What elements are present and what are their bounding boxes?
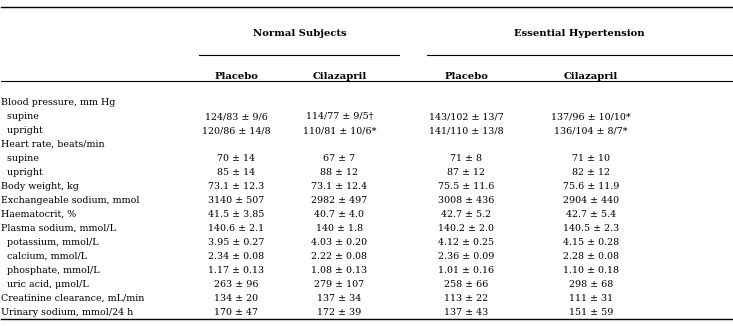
Text: Cilazapril: Cilazapril	[312, 72, 366, 82]
Text: phosphate, mmol/L: phosphate, mmol/L	[1, 266, 100, 275]
Text: upright: upright	[1, 168, 43, 177]
Text: Plasma sodium, mmol/L: Plasma sodium, mmol/L	[1, 224, 117, 233]
Text: 1.17 ± 0.13: 1.17 ± 0.13	[208, 266, 264, 275]
Text: 4.03 ± 0.20: 4.03 ± 0.20	[312, 238, 367, 247]
Text: 151 ± 59: 151 ± 59	[569, 308, 613, 317]
Text: Creatinine clearance, mL/min: Creatinine clearance, mL/min	[1, 294, 145, 303]
Text: 87 ± 12: 87 ± 12	[447, 168, 485, 177]
Text: uric acid, μmol/L: uric acid, μmol/L	[1, 280, 89, 289]
Text: 172 ± 39: 172 ± 39	[317, 308, 361, 317]
Text: 75.6 ± 11.9: 75.6 ± 11.9	[563, 182, 619, 191]
Text: supine: supine	[1, 154, 40, 163]
Text: 137 ± 34: 137 ± 34	[317, 294, 361, 303]
Text: 124/83 ± 9/6: 124/83 ± 9/6	[205, 112, 268, 121]
Text: 141/110 ± 13/8: 141/110 ± 13/8	[429, 126, 504, 135]
Text: 2982 ± 497: 2982 ± 497	[312, 196, 367, 205]
Text: calcium, mmol/L: calcium, mmol/L	[1, 252, 87, 261]
Text: Haematocrit, %: Haematocrit, %	[1, 210, 77, 219]
Text: Placebo: Placebo	[444, 72, 488, 82]
Text: 136/104 ± 8/7*: 136/104 ± 8/7*	[554, 126, 627, 135]
Text: Normal Subjects: Normal Subjects	[253, 29, 346, 37]
Text: upright: upright	[1, 126, 43, 135]
Text: 170 ± 47: 170 ± 47	[214, 308, 258, 317]
Text: 4.15 ± 0.28: 4.15 ± 0.28	[563, 238, 619, 247]
Text: 2.28 ± 0.08: 2.28 ± 0.08	[563, 252, 619, 261]
Text: 71 ± 8: 71 ± 8	[450, 154, 482, 163]
Text: Placebo: Placebo	[214, 72, 258, 82]
Text: 110/81 ± 10/6*: 110/81 ± 10/6*	[303, 126, 376, 135]
Text: Blood pressure, mm Hg: Blood pressure, mm Hg	[1, 98, 116, 107]
Text: 258 ± 66: 258 ± 66	[444, 280, 488, 289]
Text: 140.2 ± 2.0: 140.2 ± 2.0	[438, 224, 494, 233]
Text: 2.36 ± 0.09: 2.36 ± 0.09	[438, 252, 494, 261]
Text: 111 ± 31: 111 ± 31	[569, 294, 613, 303]
Text: Body weight, kg: Body weight, kg	[1, 182, 79, 191]
Text: 279 ± 107: 279 ± 107	[314, 280, 364, 289]
Text: Heart rate, beats/min: Heart rate, beats/min	[1, 140, 105, 149]
Text: 143/102 ± 13/7: 143/102 ± 13/7	[429, 112, 504, 121]
Text: 4.12 ± 0.25: 4.12 ± 0.25	[438, 238, 494, 247]
Text: 113 ± 22: 113 ± 22	[444, 294, 488, 303]
Text: 120/86 ± 14/8: 120/86 ± 14/8	[202, 126, 270, 135]
Text: 2.34 ± 0.08: 2.34 ± 0.08	[208, 252, 264, 261]
Text: potassium, mmol/L: potassium, mmol/L	[1, 238, 99, 247]
Text: 40.7 ± 4.0: 40.7 ± 4.0	[314, 210, 364, 219]
Text: 2904 ± 440: 2904 ± 440	[563, 196, 619, 205]
Text: supine: supine	[1, 112, 40, 121]
Text: 42.7 ± 5.4: 42.7 ± 5.4	[566, 210, 616, 219]
Text: 3008 ± 436: 3008 ± 436	[438, 196, 494, 205]
Text: 298 ± 68: 298 ± 68	[569, 280, 613, 289]
Text: 42.7 ± 5.2: 42.7 ± 5.2	[441, 210, 491, 219]
Text: Cilazapril: Cilazapril	[564, 72, 618, 82]
Text: 134 ± 20: 134 ± 20	[214, 294, 258, 303]
Text: 73.1 ± 12.4: 73.1 ± 12.4	[312, 182, 367, 191]
Text: Exchangeable sodium, mmol: Exchangeable sodium, mmol	[1, 196, 140, 205]
Text: 41.5 ± 3.85: 41.5 ± 3.85	[208, 210, 264, 219]
Text: 1.01 ± 0.16: 1.01 ± 0.16	[438, 266, 494, 275]
Text: 88 ± 12: 88 ± 12	[320, 168, 358, 177]
Text: 3140 ± 507: 3140 ± 507	[208, 196, 264, 205]
Text: 1.10 ± 0.18: 1.10 ± 0.18	[563, 266, 619, 275]
Text: 73.1 ± 12.3: 73.1 ± 12.3	[208, 182, 264, 191]
Text: 140.5 ± 2.3: 140.5 ± 2.3	[563, 224, 619, 233]
Text: 82 ± 12: 82 ± 12	[572, 168, 610, 177]
Text: 3.95 ± 0.27: 3.95 ± 0.27	[208, 238, 264, 247]
Text: 85 ± 14: 85 ± 14	[217, 168, 255, 177]
Text: 137/96 ± 10/10*: 137/96 ± 10/10*	[551, 112, 630, 121]
Text: 140 ± 1.8: 140 ± 1.8	[316, 224, 363, 233]
Text: 2.22 ± 0.08: 2.22 ± 0.08	[312, 252, 367, 261]
Text: 114/77 ± 9/5†: 114/77 ± 9/5†	[306, 112, 373, 121]
Text: 67 ± 7: 67 ± 7	[323, 154, 356, 163]
Text: 71 ± 10: 71 ± 10	[572, 154, 610, 163]
Text: 137 ± 43: 137 ± 43	[444, 308, 488, 317]
Text: 140.6 ± 2.1: 140.6 ± 2.1	[208, 224, 264, 233]
Text: 70 ± 14: 70 ± 14	[217, 154, 255, 163]
Text: 263 ± 96: 263 ± 96	[214, 280, 258, 289]
Text: Urinary sodium, mmol/24 h: Urinary sodium, mmol/24 h	[1, 308, 133, 317]
Text: 1.08 ± 0.13: 1.08 ± 0.13	[312, 266, 367, 275]
Text: Essential Hypertension: Essential Hypertension	[514, 29, 645, 37]
Text: 75.5 ± 11.6: 75.5 ± 11.6	[438, 182, 494, 191]
